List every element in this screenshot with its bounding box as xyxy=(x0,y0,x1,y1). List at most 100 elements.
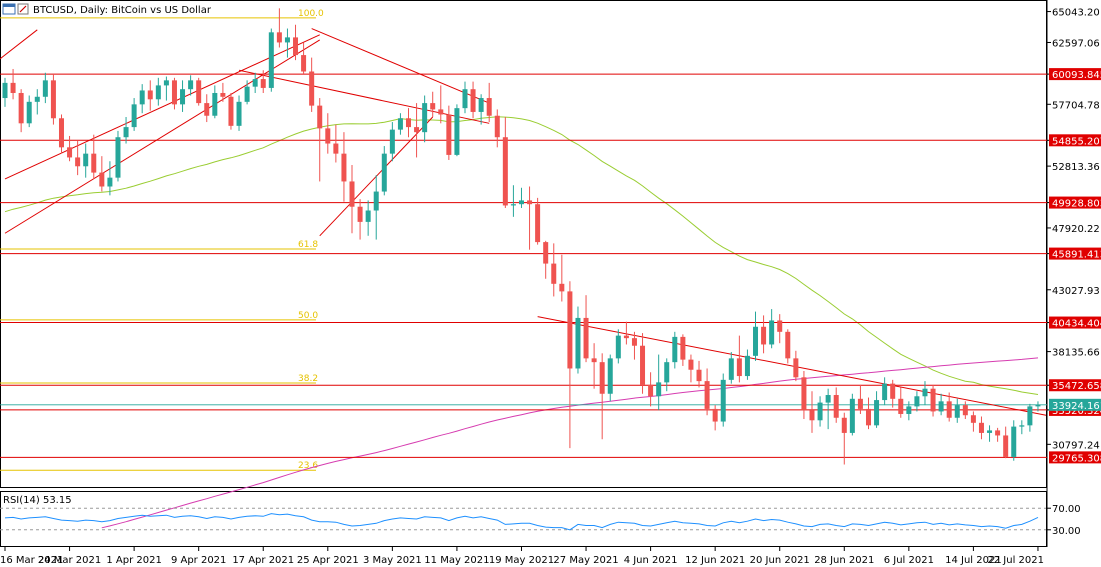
candle-body-90 xyxy=(728,358,734,380)
x-tick-label-0: 16 Mar 2021 xyxy=(0,555,63,566)
candle-body-73 xyxy=(591,358,597,363)
candle-body-9 xyxy=(75,157,81,167)
y-tick-label-9: 43027.93 xyxy=(1052,286,1100,297)
current-price-label: 33924.161 xyxy=(1052,401,1101,412)
candles-layer xyxy=(2,8,1041,465)
candle-body-92 xyxy=(744,355,750,377)
level-label-box-7 xyxy=(1049,451,1101,464)
candle-body-62 xyxy=(502,137,508,206)
trendline-upper xyxy=(0,29,38,60)
chart-type-icon-line xyxy=(19,5,27,13)
candle-body-46 xyxy=(373,191,379,211)
level-label-5: 35472.658 xyxy=(1052,381,1101,392)
candle-body-48 xyxy=(389,129,395,154)
x-tick-label-13: 28 Jun 2021 xyxy=(814,555,874,566)
x-tick-label-12: 20 Jun 2021 xyxy=(750,555,810,566)
current-price-box xyxy=(1049,398,1101,411)
candle-body-87 xyxy=(704,381,710,409)
fib-label-1: 61.8 xyxy=(298,240,318,250)
candle-body-80 xyxy=(648,384,654,397)
candle-body-63 xyxy=(510,204,516,206)
candle-body-2 xyxy=(18,92,24,124)
level-label-2: 49928.803 xyxy=(1052,199,1101,210)
candle-body-16 xyxy=(131,104,137,128)
candle-body-54 xyxy=(438,109,444,115)
x-tick-label-2: 1 Apr 2021 xyxy=(106,555,161,566)
candle-body-45 xyxy=(365,210,371,222)
y-tick-label-3: 57704.78 xyxy=(1052,100,1100,111)
level-label-1: 54855.207 xyxy=(1052,136,1101,147)
candle-body-65 xyxy=(527,200,533,205)
candle-body-85 xyxy=(688,359,694,370)
candle-body-104 xyxy=(841,417,847,433)
candle-body-23 xyxy=(188,80,194,90)
candle-body-33 xyxy=(268,32,274,88)
candle-body-36 xyxy=(293,37,299,56)
trendline-2 xyxy=(238,69,490,124)
symbol-header[interactable]: BTCUSD, Daily: BitCoin vs US Dollar xyxy=(2,3,212,16)
candle-body-51 xyxy=(414,127,420,133)
candle-body-56 xyxy=(454,108,460,155)
candle-body-105 xyxy=(849,398,855,433)
candle-body-31 xyxy=(252,79,258,87)
candle-body-82 xyxy=(664,362,670,383)
candle-body-121 xyxy=(978,422,984,433)
candle-body-25 xyxy=(204,103,210,116)
candle-body-1 xyxy=(10,82,16,93)
candle-body-83 xyxy=(672,336,678,363)
candle-body-84 xyxy=(680,336,686,360)
candle-body-26 xyxy=(212,92,218,116)
window-icon-bar xyxy=(3,4,15,7)
candle-body-77 xyxy=(623,335,629,339)
candle-body-29 xyxy=(236,101,242,126)
candle-body-112 xyxy=(906,406,912,414)
trendline-1 xyxy=(4,34,320,180)
rsi-label: RSI(14) 53.15 xyxy=(3,495,72,506)
candle-body-97 xyxy=(785,331,791,359)
candle-body-124 xyxy=(1003,435,1009,457)
candle-body-14 xyxy=(115,137,121,178)
y-tick-label-1: 62597.06 xyxy=(1052,38,1100,49)
horizontal-levels-layer xyxy=(0,73,1047,458)
candle-body-60 xyxy=(486,98,492,116)
candle-body-34 xyxy=(276,32,282,43)
x-tick-label-9: 27 May 2021 xyxy=(553,555,618,566)
x-tick-label-11: 12 Jun 2021 xyxy=(685,555,745,566)
candle-body-71 xyxy=(575,317,581,369)
rsi-panel-frame xyxy=(0,491,1047,547)
level-label-box-5 xyxy=(1049,379,1101,392)
level-label-box-0 xyxy=(1049,68,1101,81)
candle-body-100 xyxy=(809,410,815,421)
candle-body-49 xyxy=(397,118,403,130)
level-label-3: 45891.413 xyxy=(1052,250,1101,261)
candle-body-109 xyxy=(882,383,888,401)
candle-body-88 xyxy=(712,408,718,422)
level-label-box-3 xyxy=(1049,247,1101,260)
candle-body-41 xyxy=(333,143,339,154)
candle-body-119 xyxy=(962,405,968,416)
fibonacci-layer: 100.0 61.8 50.0 38.2 23.6 xyxy=(0,9,324,471)
candle-body-22 xyxy=(180,89,186,105)
candle-body-123 xyxy=(995,430,1001,436)
candle-body-98 xyxy=(793,358,799,378)
candle-body-110 xyxy=(890,383,896,399)
candle-body-15 xyxy=(123,127,129,138)
candle-body-101 xyxy=(817,402,823,421)
candle-body-126 xyxy=(1019,425,1025,427)
candle-body-118 xyxy=(954,405,960,418)
candle-body-125 xyxy=(1011,426,1017,457)
candle-body-39 xyxy=(317,105,323,129)
level-labels-layer: 60093.845 54855.207 49928.803 45891.413 4043… xyxy=(1049,68,1101,464)
candle-body-18 xyxy=(147,90,153,100)
x-tick-label-8: 19 May 2021 xyxy=(489,555,554,566)
candle-body-75 xyxy=(607,358,613,394)
level-label-box-1 xyxy=(1049,134,1101,147)
candle-body-72 xyxy=(583,317,589,359)
candle-body-107 xyxy=(865,408,871,426)
candle-body-37 xyxy=(301,55,307,72)
x-tick-label-15: 14 Jul 2021 xyxy=(945,555,1002,566)
candle-body-115 xyxy=(930,388,936,412)
candle-body-59 xyxy=(478,98,484,112)
